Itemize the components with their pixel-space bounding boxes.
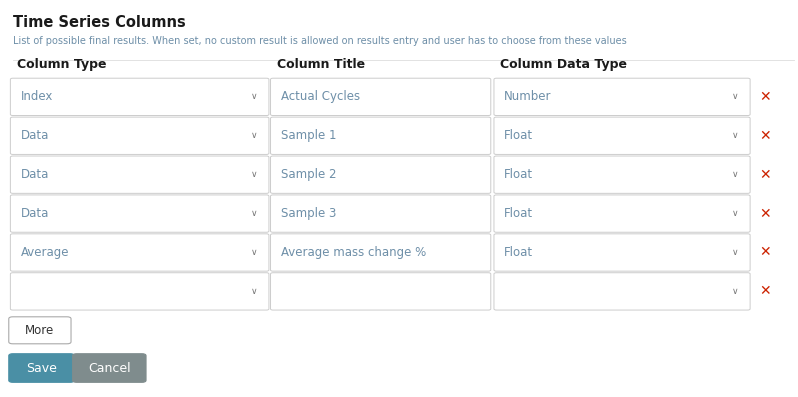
FancyBboxPatch shape [494,195,750,232]
FancyBboxPatch shape [9,317,71,344]
Text: ∨: ∨ [732,170,738,179]
Text: List of possible final results. When set, no custom result is allowed on results: List of possible final results. When set… [13,36,626,46]
FancyBboxPatch shape [494,273,750,310]
Text: ∨: ∨ [251,131,257,140]
Text: Index: Index [21,91,53,103]
Text: Float: Float [504,207,533,220]
FancyBboxPatch shape [494,117,750,154]
Text: Average mass change %: Average mass change % [281,246,426,259]
Text: ✕: ✕ [760,245,772,260]
Text: Sample 1: Sample 1 [281,129,337,142]
Text: ∨: ∨ [732,248,738,257]
FancyBboxPatch shape [271,234,491,271]
Text: Data: Data [21,129,49,142]
FancyBboxPatch shape [271,156,491,193]
Text: ✕: ✕ [760,168,772,182]
Text: Number: Number [504,91,552,103]
Text: Column Title: Column Title [277,58,365,71]
FancyBboxPatch shape [271,273,491,310]
Text: ∨: ∨ [732,287,738,296]
Text: ✕: ✕ [760,90,772,104]
Text: Data: Data [21,168,49,181]
FancyBboxPatch shape [10,234,269,271]
Text: Column Type: Column Type [17,58,106,71]
Text: Actual Cycles: Actual Cycles [281,91,360,103]
Text: Time Series Columns: Time Series Columns [13,15,185,30]
FancyBboxPatch shape [73,354,146,382]
FancyBboxPatch shape [9,354,74,382]
Text: ∨: ∨ [251,209,257,218]
Text: ∨: ∨ [251,248,257,257]
FancyBboxPatch shape [10,273,269,310]
FancyBboxPatch shape [271,195,491,232]
Text: Save: Save [26,362,57,374]
Text: ∨: ∨ [732,209,738,218]
FancyBboxPatch shape [494,78,750,116]
FancyBboxPatch shape [10,117,269,154]
Text: Float: Float [504,129,533,142]
FancyBboxPatch shape [10,195,269,232]
Text: ∨: ∨ [251,287,257,296]
Text: Column Data Type: Column Data Type [500,58,627,71]
FancyBboxPatch shape [271,117,491,154]
Text: Cancel: Cancel [88,362,131,374]
FancyBboxPatch shape [494,234,750,271]
Text: ∨: ∨ [251,170,257,179]
Text: ✕: ✕ [760,284,772,299]
Text: Float: Float [504,168,533,181]
FancyBboxPatch shape [494,156,750,193]
FancyBboxPatch shape [10,78,269,116]
Text: Float: Float [504,246,533,259]
Text: Sample 3: Sample 3 [281,207,336,220]
FancyBboxPatch shape [271,78,491,116]
Text: Data: Data [21,207,49,220]
Text: More: More [26,324,54,337]
Text: ∨: ∨ [732,93,738,101]
FancyBboxPatch shape [10,156,269,193]
Text: ∨: ∨ [251,93,257,101]
Text: ∨: ∨ [732,131,738,140]
Text: Sample 2: Sample 2 [281,168,337,181]
Text: ✕: ✕ [760,129,772,143]
Text: ✕: ✕ [760,206,772,221]
Text: Average: Average [21,246,69,259]
